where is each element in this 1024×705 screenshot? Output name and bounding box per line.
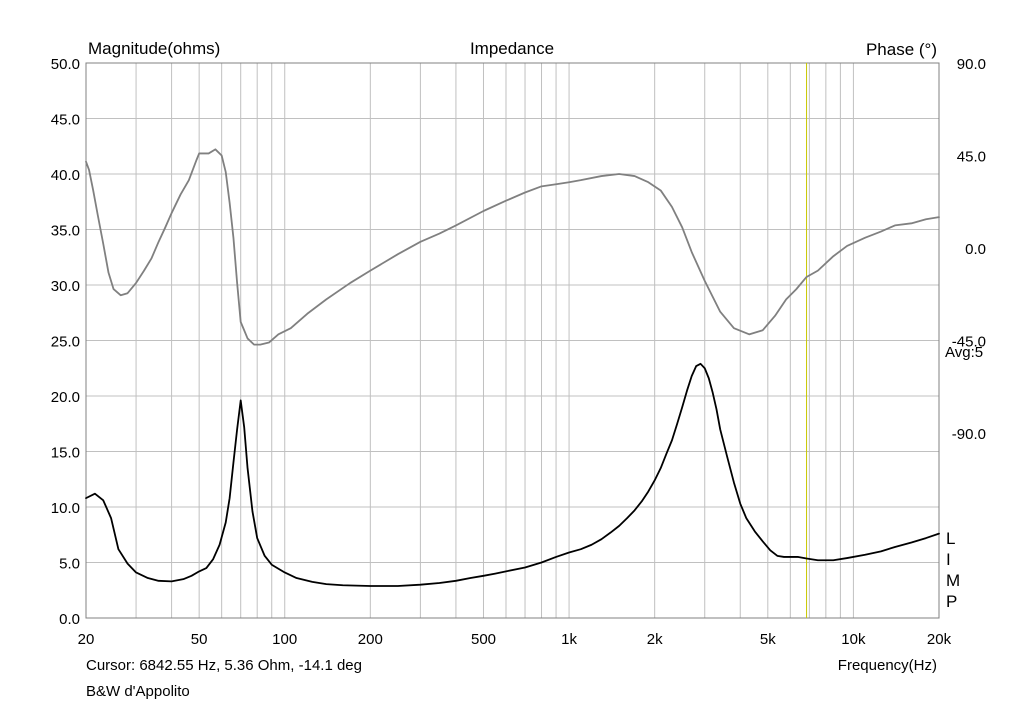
y-tick-label: 35.0	[51, 223, 80, 240]
y-tick-label: 25.0	[51, 334, 80, 351]
y-tick-label: 10.0	[51, 500, 80, 517]
trace-flag-letter: L	[946, 529, 955, 548]
chart-title: Impedance	[470, 39, 554, 58]
x-tick-label: 5k	[760, 631, 776, 648]
magnitude-series-line	[85, 362, 940, 587]
horizontal-grid	[86, 118, 939, 563]
trace-flag-letter: P	[946, 592, 957, 611]
y-tick-label: 20.0	[51, 389, 80, 406]
phase-series-line	[85, 148, 940, 346]
y2-tick-label: -90.0	[952, 426, 986, 443]
y2-axis-title: Phase (°)	[866, 40, 937, 59]
x-tick-label: 500	[471, 631, 496, 648]
y-axis-title: Magnitude(ohms)	[88, 39, 220, 58]
series-group	[85, 148, 940, 587]
x-tick-label: 100	[272, 631, 297, 648]
x-tick-label: 20k	[927, 631, 952, 648]
y-tick-label: 15.0	[51, 445, 80, 462]
y2-tick-label: 90.0	[957, 56, 986, 73]
y-tick-label: 5.0	[59, 556, 80, 573]
trace-flag-letter: I	[946, 550, 951, 569]
y-tick-label: 30.0	[51, 278, 80, 295]
average-label: Avg:5	[945, 344, 983, 361]
data-note: B&W d'Appolito	[86, 683, 190, 700]
trace-flag-letter: M	[946, 571, 960, 590]
x-tick-label: 50	[191, 631, 208, 648]
y-axis-tick-labels: 0.0 5.0 10.0 15.0 20.0 25.0 30.0 35.0 40.0 45.0 50…	[51, 56, 80, 628]
x-tick-label: 20	[78, 631, 95, 648]
y-tick-label: 50.0	[51, 56, 80, 73]
x-tick-label: 2k	[647, 631, 663, 648]
x-tick-label: 1k	[561, 631, 577, 648]
y2-axis-tick-labels: 90.0 45.0 0.0 -45.0 -90.0	[952, 56, 986, 443]
y-tick-label: 0.0	[59, 611, 80, 628]
y-tick-label: 40.0	[51, 167, 80, 184]
y-tick-label: 45.0	[51, 112, 80, 129]
x-axis-tick-labels: 20 50 100 200 500 1k 2k 5k 10k 20k	[78, 631, 952, 648]
cursor-readout: Cursor: 6842.55 Hz, 5.36 Ohm, -14.1 deg	[86, 657, 362, 674]
y2-tick-label: 45.0	[957, 149, 986, 166]
y2-tick-label: -45.0	[952, 334, 986, 351]
plot-frame	[85, 62, 940, 619]
x-axis-title: Frequency(Hz)	[838, 657, 937, 674]
x-tick-label: 200	[358, 631, 383, 648]
y2-tick-label: 0.0	[965, 241, 986, 258]
x-tick-label: 10k	[841, 631, 866, 648]
